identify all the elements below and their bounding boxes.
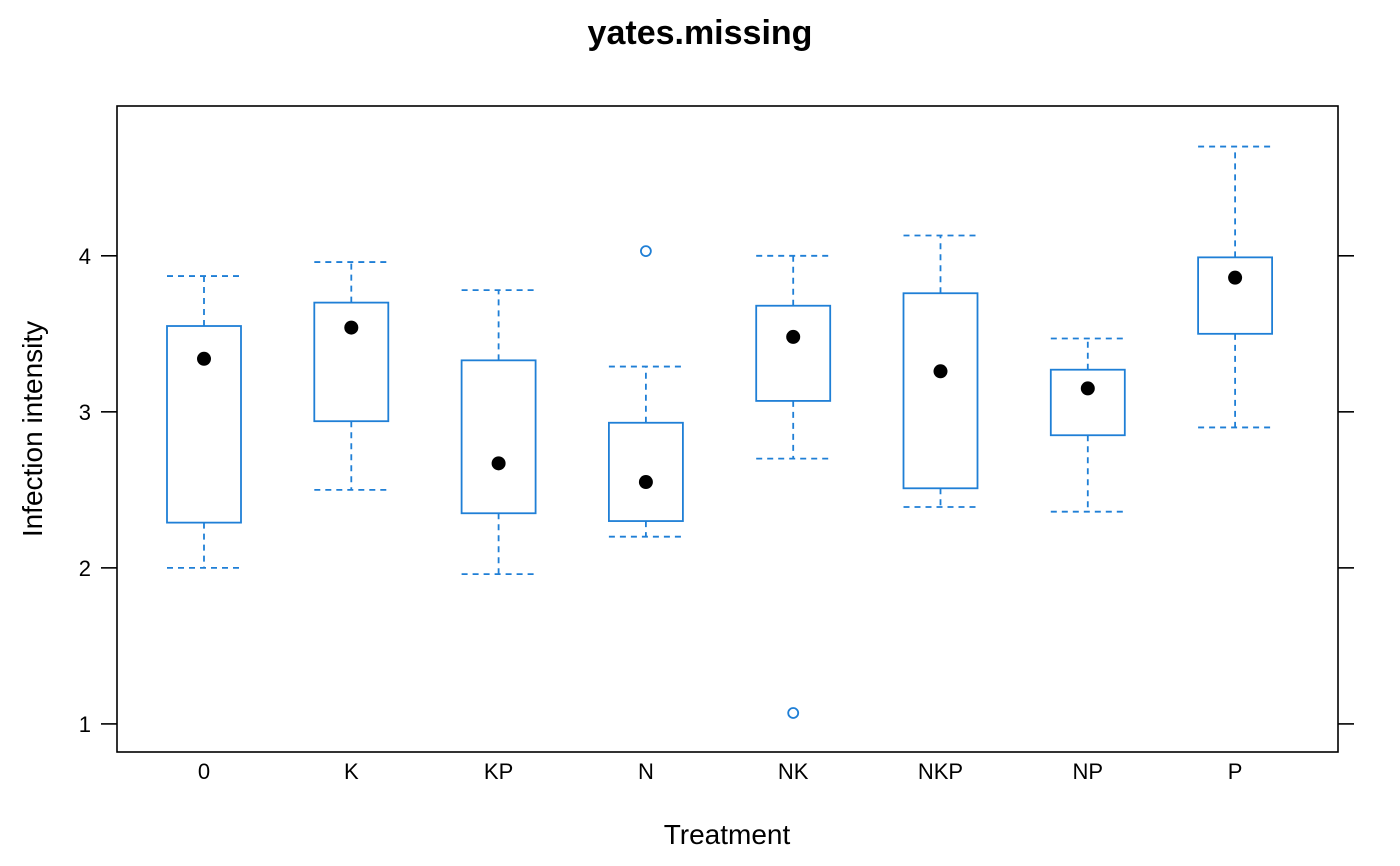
box-iqr: [902, 292, 979, 490]
median-dot: [1228, 270, 1243, 285]
x-tick-label: P: [1228, 759, 1243, 784]
chart-title: yates.missing: [588, 14, 813, 52]
y-tick-label: 4: [79, 244, 91, 269]
y-tick-label: 3: [79, 400, 91, 425]
box-iqr: [1049, 368, 1126, 437]
box-iqr: [460, 359, 537, 515]
x-tick-label: 0: [198, 759, 210, 784]
box-group-N: [608, 245, 684, 538]
box-iqr: [313, 301, 390, 423]
x-tick-label: NK: [778, 759, 809, 784]
box-group-KP: [460, 289, 537, 576]
median-dot: [638, 475, 653, 490]
outlier-point: [640, 245, 652, 258]
y-tick-label: 2: [79, 556, 91, 581]
x-tick-label: KP: [484, 759, 513, 784]
median-dot: [933, 364, 948, 379]
median-dot: [344, 320, 359, 335]
x-tick-label: NP: [1073, 759, 1104, 784]
y-tick-label: 1: [79, 712, 91, 737]
box-group-0: [166, 275, 242, 569]
median-dot: [786, 329, 801, 344]
x-axis-label: Treatment: [664, 819, 791, 850]
median-dot: [1080, 381, 1095, 396]
x-axis: 0 K KP N NK NKP NP P: [198, 759, 1243, 784]
median-dot: [197, 351, 211, 366]
plot-frame: [116, 105, 1339, 753]
y-axis-label: Infection intensity: [17, 321, 48, 537]
box-group-K: [313, 261, 390, 491]
box-iqr: [755, 304, 832, 402]
x-tick-label: K: [344, 759, 359, 784]
box-group-NK: [755, 254, 832, 719]
box-group-NKP: [902, 234, 979, 508]
y-axis: 1 2 3 4: [79, 244, 1354, 737]
outlier-point: [787, 707, 800, 719]
boxes-layer: [166, 145, 1273, 719]
x-tick-label: NKP: [918, 759, 963, 784]
box-group-NP: [1049, 337, 1126, 513]
box-iqr: [1197, 256, 1273, 335]
x-tick-label: N: [638, 759, 654, 784]
box-iqr: [608, 421, 684, 522]
box-group-P: [1197, 145, 1273, 429]
median-dot: [491, 456, 506, 471]
